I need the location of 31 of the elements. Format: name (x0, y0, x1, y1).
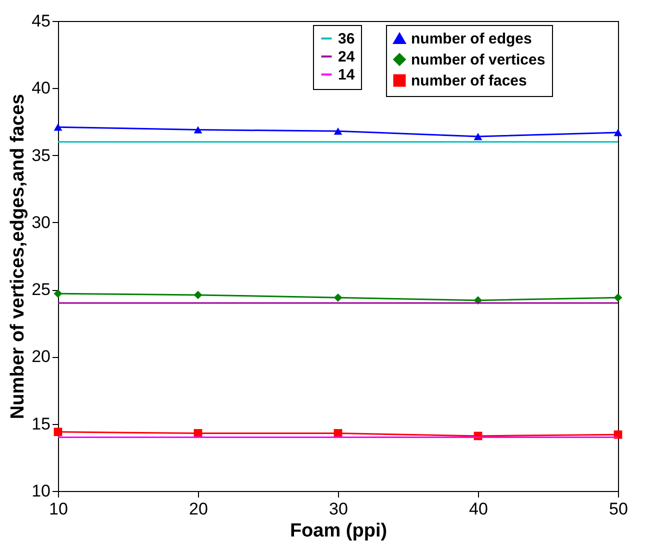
point (334, 293, 342, 302)
y-tick-label: 15 (32, 414, 50, 434)
point (334, 127, 342, 135)
point (614, 128, 622, 136)
point (474, 132, 482, 140)
x-tick-label: 40 (469, 500, 488, 518)
y-tick-label: 45 (32, 12, 50, 30)
point (54, 428, 62, 436)
x-tick-label: 30 (329, 500, 348, 518)
legend-label: number of edges (411, 30, 532, 48)
point (194, 290, 202, 300)
point (194, 126, 202, 134)
point (54, 123, 62, 131)
legend-label: 36 (338, 30, 355, 48)
point (614, 293, 622, 302)
y-tick-label: 20 (32, 347, 50, 366)
y-tick-label: 40 (32, 78, 50, 98)
legend-label: number of faces (411, 72, 527, 90)
legend-label: number of vertices (411, 52, 546, 68)
x-tick-label: 10 (49, 500, 68, 518)
x-tick-label: 50 (609, 500, 628, 518)
legend-label: 14 (338, 66, 356, 84)
y-axis-title: Number of vertices,edges,and faces (8, 94, 29, 420)
y-tick-label: 30 (32, 212, 50, 232)
y-tick-label: 10 (32, 482, 50, 500)
x-axis-title: Foam (ppi) (290, 520, 388, 542)
y-tick-label: 25 (32, 280, 50, 300)
point (54, 289, 62, 298)
y-tick-label: 35 (32, 146, 50, 165)
legend-label: 24 (338, 48, 356, 66)
x-tick-label: 20 (189, 500, 208, 518)
